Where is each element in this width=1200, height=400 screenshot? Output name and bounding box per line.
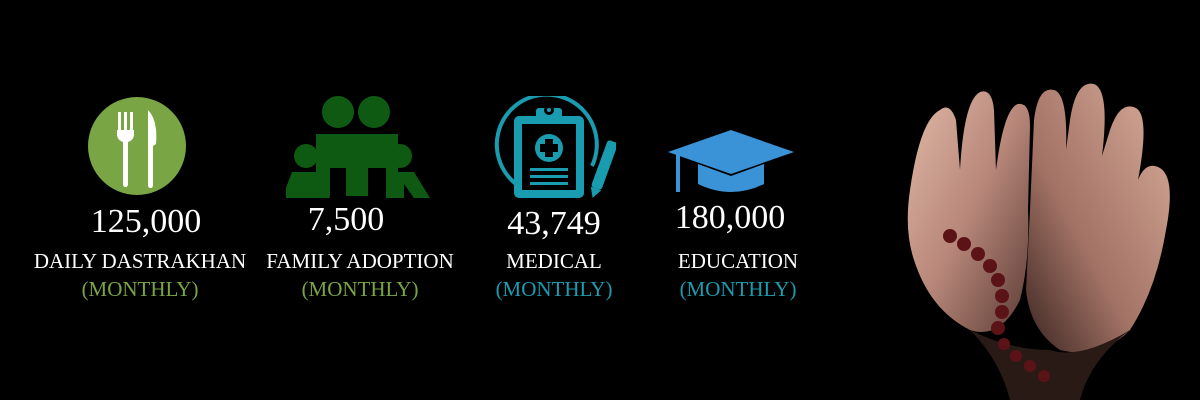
stat-sub-medical: (MONTHLY) [495,277,613,301]
stat-label-medical: MEDICAL [506,249,602,273]
praying-hands-image [907,83,1170,400]
stat-label-family: FAMILY ADOPTION [266,249,454,273]
stat-sub-dastrakhan: (MONTHLY) [81,277,199,301]
stat-number-family: 7,500 [307,201,385,238]
stat-number-medical: 43,749 [507,205,601,242]
graduation-cap-icon [668,130,794,192]
stat-sub-family: (MONTHLY) [301,277,419,301]
stat-label-education: EDUCATION [677,249,799,273]
stat-number-education: 180,000 [674,199,786,236]
stat-number-dastrakhan: 125,000 [90,203,202,240]
stat-sub-education: (MONTHLY) [679,277,797,301]
clipboard-icon [494,96,616,198]
cutlery-icon [88,97,186,195]
family-icon [286,96,430,198]
stat-label-dastrakhan: DAILY DASTRAKHAN [33,249,247,273]
